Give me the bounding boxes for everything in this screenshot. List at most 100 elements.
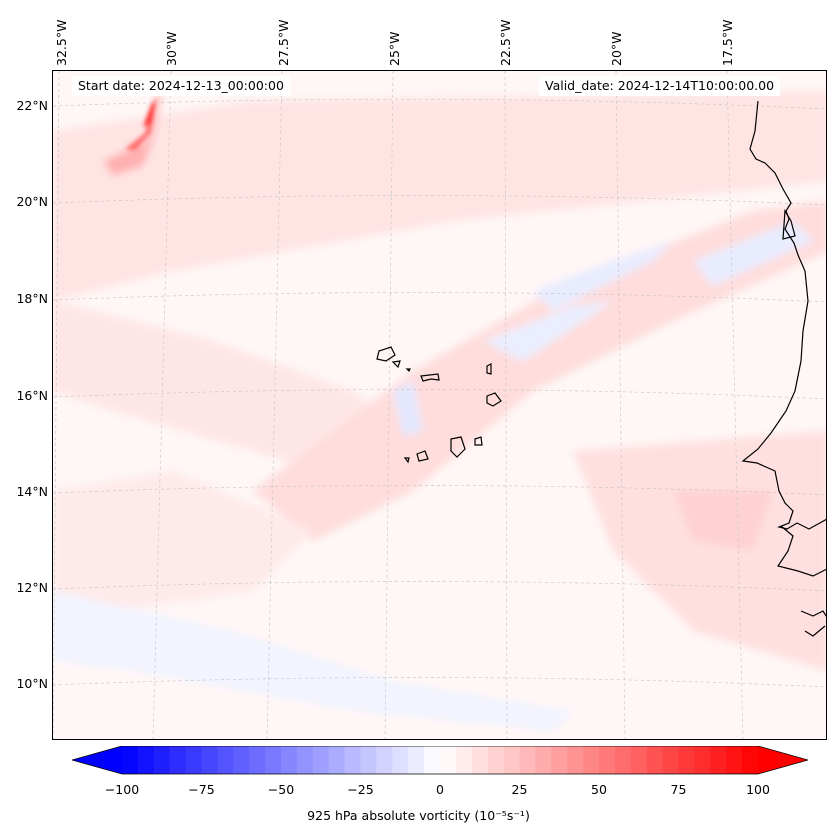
meridian-20w (615, 71, 626, 739)
field-band-southwest (53, 471, 313, 611)
guinea-bissau-coast (777, 525, 826, 577)
field-band-north (53, 91, 826, 301)
colorbar-cell (646, 746, 664, 774)
colorbar-cell (122, 746, 139, 774)
lat-label-10n: 10°N (16, 676, 48, 691)
streak-core (143, 99, 156, 127)
colorbar-cell (455, 746, 473, 774)
colorbar-cells (122, 746, 759, 774)
lon-label-27-5w: 27.5°W (276, 19, 291, 66)
colorbar-cell (265, 746, 282, 774)
colorbar-cell (614, 746, 632, 774)
valid-date-label: Valid_date: 2024-12-14T10:00:00.00 (539, 76, 781, 96)
field-negative-north (533, 241, 673, 311)
colorbar-cell (742, 746, 759, 774)
colorbar-tick-label: −50 (267, 782, 295, 797)
colorbar-tick-label: 0 (436, 782, 444, 797)
meridian-17-5w (726, 71, 744, 739)
colorbar-cell (296, 746, 314, 774)
colorbar-cell (710, 746, 727, 774)
colorbar-cell (678, 746, 695, 774)
meridian-22-5w (504, 71, 508, 739)
colorbar-cell (153, 746, 171, 774)
colorbar-cell (551, 746, 568, 774)
coastlines (376, 100, 826, 637)
colorbar-cell (392, 746, 409, 774)
colorbar-cell (185, 746, 202, 774)
colorbar-cell (503, 746, 520, 774)
colorbar-tick-label: −25 (347, 782, 374, 797)
colorbar-tick-label: 25 (511, 782, 528, 797)
colorbar-tick-label: −100 (104, 782, 140, 797)
colorbar-outline (72, 746, 808, 775)
colorbar-cell (233, 746, 250, 774)
island-sao-vicente (391, 360, 401, 369)
colorbar-cell (535, 746, 552, 774)
colorbar-cell (519, 746, 536, 774)
island-santa-luzia (405, 368, 411, 373)
colorbar-cell (471, 746, 489, 774)
field-negative-south (53, 591, 573, 731)
colorbar-cell (567, 746, 584, 774)
island-maio (474, 436, 483, 446)
colorbar-cell (312, 746, 330, 774)
lat-label-18n: 18°N (16, 291, 48, 306)
colorbar-cell (249, 746, 266, 774)
colorbar-cell (662, 746, 679, 774)
colorbar-min-arrow (72, 746, 122, 774)
field-negative-islands (393, 381, 423, 436)
island-fogo (416, 450, 429, 462)
colorbar-max-arrow (758, 746, 808, 774)
lat-label-14n: 14°N (16, 484, 48, 499)
vorticity-streak (125, 97, 157, 151)
island-santiago (450, 436, 466, 458)
vorticity-map[interactable] (52, 70, 827, 740)
island-santo-antao (376, 346, 396, 362)
colorbar-cell (630, 746, 648, 774)
field-band-coast (573, 431, 826, 671)
colorbar-cell (344, 746, 361, 774)
colorbar-tick-label: −75 (188, 782, 215, 797)
field-streak-halo (103, 91, 163, 176)
map-canvas (53, 71, 826, 739)
island-boa-vista (486, 392, 502, 407)
lat-label-22n: 22°N (16, 98, 48, 113)
lat-label-16n: 16°N (16, 388, 48, 403)
colorbar-cell (424, 746, 441, 774)
colorbar-cell (376, 746, 393, 774)
field-band-diagonal (253, 201, 826, 541)
colorbar-tick-label: 100 (746, 782, 770, 797)
colorbar-cell (281, 746, 298, 774)
start-date-label: Start date: 2024-12-13_00:00:00 (72, 76, 290, 96)
colorbar-cell (201, 746, 218, 774)
colorbar-cell (217, 746, 234, 774)
lon-label-30w: 30°W (164, 31, 179, 66)
colorbar-tick-label: 50 (591, 782, 607, 797)
dakar-peninsula (782, 209, 796, 240)
lat-label-12n: 12°N (16, 580, 48, 595)
colorbar-cell (487, 746, 505, 774)
lon-label-25w: 25°W (387, 31, 402, 66)
vorticity-field (53, 91, 826, 731)
colorbar-cell (169, 746, 187, 774)
island-brava (403, 457, 410, 464)
guinea-coast (800, 610, 826, 637)
colorbar (72, 746, 808, 775)
meridian-32-5w (53, 71, 60, 739)
colorbar-cell (328, 746, 346, 774)
lon-label-32-5w: 32.5°W (54, 19, 69, 66)
colorbar-cell (408, 746, 425, 774)
lat-label-20n: 20°N (16, 194, 48, 209)
meridian-30w (152, 71, 172, 739)
colorbar-title: 925 hPa absolute vorticity (10⁻⁵s⁻¹) (307, 808, 530, 823)
colorbar-cell (599, 746, 616, 774)
island-sao-nicolau (420, 373, 440, 382)
field-band-coast-core (673, 491, 773, 551)
graticule (53, 71, 826, 739)
meridian-27-5w (266, 71, 283, 739)
colorbar-tick-label: 75 (670, 782, 687, 797)
colorbar-cell (440, 746, 457, 774)
island-sal (486, 363, 492, 375)
lon-label-17-5w: 17.5°W (720, 19, 735, 66)
lon-label-20w: 20°W (609, 31, 624, 66)
